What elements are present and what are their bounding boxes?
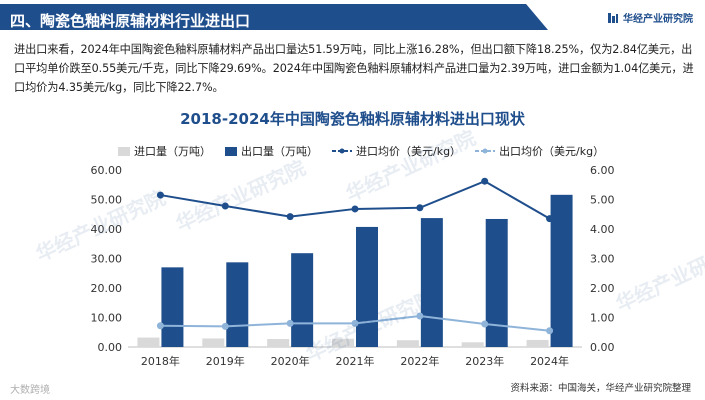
legend-item-import-volume: 进口量（万吨） (118, 143, 211, 159)
bar-import-volume (332, 338, 354, 347)
bar-export-volume (226, 262, 249, 347)
point-export-price (481, 320, 489, 328)
legend-item-import-price: 进口均价（美元/kg） (332, 143, 461, 159)
legend-label: 进口量（万吨） (134, 145, 211, 158)
y-right-tick-label: 2.00 (590, 282, 615, 295)
legend-item-export-price: 出口均价（美元/kg） (475, 143, 604, 159)
x-tick-label: 2019年 (206, 354, 245, 368)
legend-label: 进口均价（美元/kg） (356, 145, 462, 158)
legend-swatch-import-price (332, 148, 352, 154)
brand-name: 华经产业研究院 (623, 14, 693, 25)
bar-export-volume (356, 226, 378, 347)
point-import-price (156, 191, 164, 199)
x-tick-label: 2021年 (336, 354, 375, 368)
legend-swatch-export-price (475, 148, 496, 154)
x-tick-label: 2023年 (465, 354, 504, 368)
corner-watermark: 大数跨境 (10, 385, 50, 396)
point-import-price (546, 215, 554, 223)
x-tick-label: 2024年 (530, 354, 569, 368)
brand-logo-icon (608, 12, 618, 23)
point-export-price (416, 312, 424, 320)
point-import-price (351, 205, 359, 213)
x-tick-label: 2022年 (400, 354, 439, 368)
bar-import-volume (396, 340, 419, 347)
bar-export-volume (161, 267, 184, 347)
point-import-price (481, 177, 489, 185)
point-import-price (286, 213, 294, 221)
point-export-price (351, 319, 359, 327)
legend-label: 出口均价（美元/kg） (499, 145, 605, 158)
point-export-price (286, 319, 294, 327)
chart-title: 2018-2024年中国陶瓷色釉料原辅材料进出口现状 (180, 110, 525, 128)
point-import-price (221, 202, 229, 210)
brand: 华经产业研究院 (607, 10, 693, 25)
legend-swatch-import-volume (118, 146, 130, 156)
legend-item-export-volume: 出口量（万吨） (225, 143, 318, 159)
bar-import-volume (137, 337, 160, 347)
chart-legend: 进口量（万吨） 出口量（万吨） 进口均价（美元/kg） 出口均价（美元/kg） (118, 143, 604, 159)
bar-import-volume (202, 338, 225, 347)
point-import-price (416, 204, 424, 212)
y-left-tick-label: 60.00 (91, 164, 123, 177)
y-right-tick-label: 3.00 (590, 253, 615, 266)
y-left-tick-label: 30.00 (91, 253, 123, 266)
point-export-price (156, 322, 164, 330)
point-export-price (221, 322, 229, 330)
y-left-tick-label: 20.00 (91, 282, 123, 295)
bar-export-volume (550, 194, 573, 347)
y-left-tick-label: 0.00 (98, 341, 123, 354)
page-title: 四、陶瓷色釉料原辅材料行业进出口 (10, 12, 251, 30)
legend-label: 出口量（万吨） (241, 145, 318, 158)
y-right-tick-label: 5.00 (590, 194, 615, 207)
legend-swatch-export-volume (225, 146, 237, 156)
bar-export-volume (420, 218, 443, 347)
header: 四、陶瓷色釉料原辅材料行业进出口 华经产业研究院 (0, 0, 705, 34)
x-tick-label: 2018年 (141, 354, 180, 368)
y-left-tick-label: 40.00 (91, 223, 123, 236)
bar-import-volume (461, 342, 484, 347)
line-import-price (160, 180, 551, 220)
y-right-tick-label: 4.00 (590, 223, 615, 236)
summary-paragraph: 进出口来看，2024年中国陶瓷色釉料原辅材料产品出口量达51.59万吨，同比上涨… (14, 43, 694, 94)
header-bar: 四、陶瓷色釉料原辅材料行业进出口 (0, 4, 548, 30)
bar-export-volume (485, 218, 508, 347)
y-left-tick-label: 50.00 (91, 194, 123, 207)
bar-import-volume (267, 339, 290, 347)
y-right-tick-label: 0.00 (590, 341, 615, 354)
point-export-price (546, 327, 554, 335)
source-note: 资料来源：中国海关，华经产业研究院整理 (510, 383, 691, 394)
y-right-tick-label: 6.00 (590, 164, 615, 177)
x-tick-label: 2020年 (271, 354, 310, 368)
y-right-tick-label: 1.00 (590, 312, 615, 325)
bar-import-volume (526, 339, 549, 347)
y-left-tick-label: 10.00 (91, 312, 123, 325)
bar-export-volume (291, 253, 314, 347)
